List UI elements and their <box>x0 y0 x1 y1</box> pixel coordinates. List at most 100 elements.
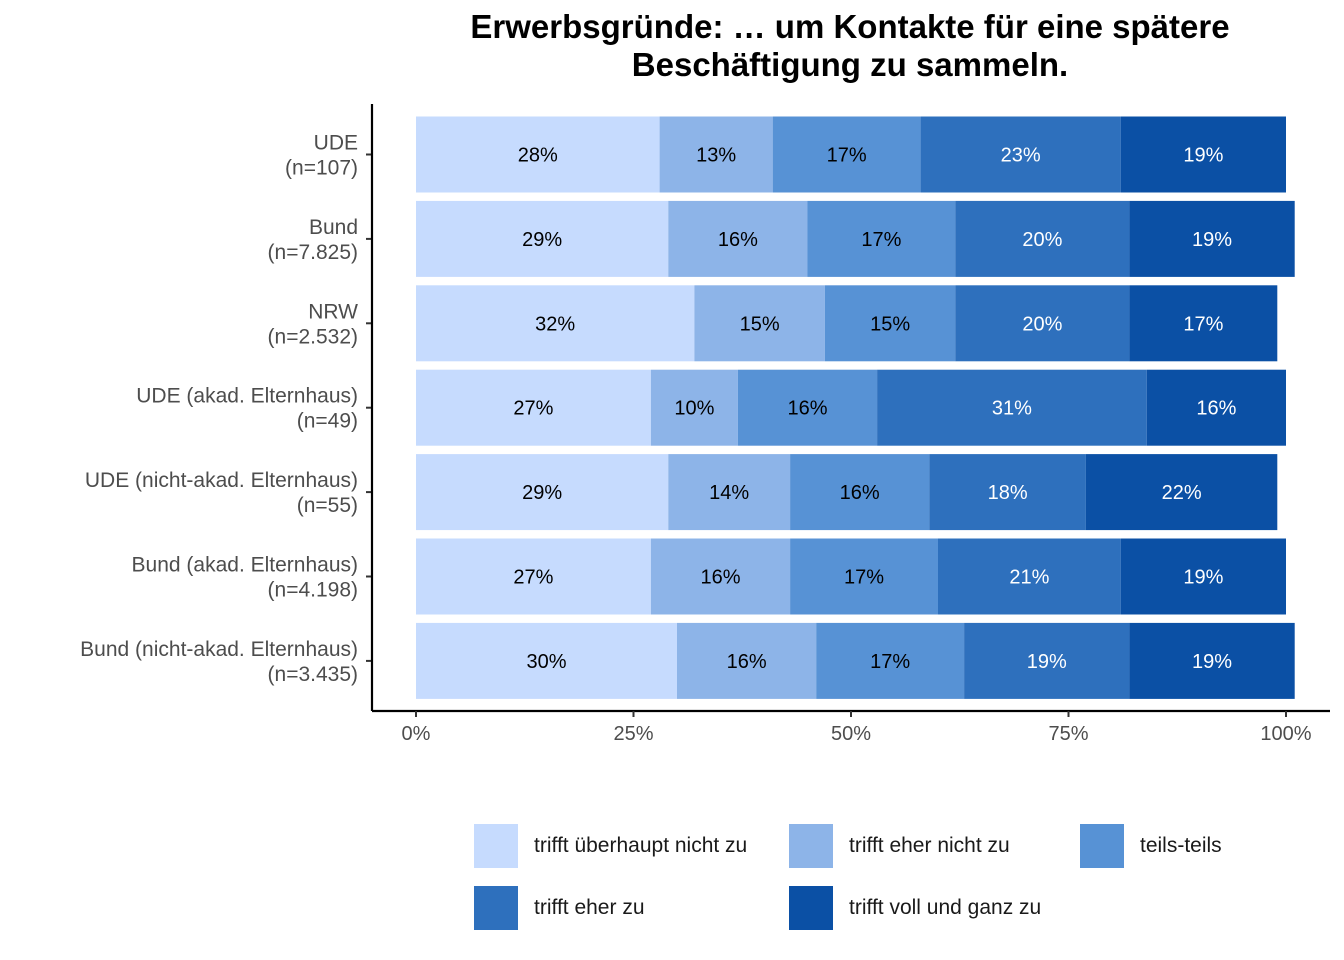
legend-swatch <box>474 886 518 930</box>
bar-7-segment-3 <box>816 622 965 699</box>
y-tick-label: UDE (nicht-akad. Elternhaus) <box>85 469 358 492</box>
data-label-5-3: 16% <box>840 482 880 504</box>
y-tick-label: Bund <box>309 216 358 239</box>
data-label-6-2: 16% <box>700 567 740 589</box>
legend-label: trifft voll und ganz zu <box>849 896 1042 919</box>
chart-title-line-1: Erwerbsgründe: … um Kontakte für eine sp… <box>470 8 1230 45</box>
data-label-7-1: 30% <box>526 651 566 673</box>
bar-5-segment-5 <box>1085 454 1278 531</box>
y-tick-label-n: (n=107) <box>285 157 358 180</box>
legend-label: teils-teils <box>1140 834 1222 857</box>
bar-5-segment-1 <box>416 454 669 531</box>
data-label-2-1: 29% <box>522 229 562 251</box>
legend-label: trifft überhaupt nicht zu <box>534 834 748 857</box>
x-tick-label: 0% <box>402 723 431 745</box>
data-label-3-3: 15% <box>870 313 910 335</box>
data-label-4-4: 31% <box>992 398 1032 420</box>
y-tick-label-n: (n=7.825) <box>268 241 358 264</box>
data-label-3-5: 17% <box>1183 313 1223 335</box>
legend-swatch <box>1080 824 1124 868</box>
legend-item: trifft überhaupt nicht zu <box>474 824 747 868</box>
bar-2-segment-5 <box>1129 200 1295 277</box>
bar-6-segment-2 <box>650 538 791 615</box>
y-tick-label-n: (n=49) <box>297 410 358 433</box>
bar-3-segment-2 <box>694 285 825 362</box>
bar-1-segment-1 <box>416 116 660 193</box>
data-label-6-4: 21% <box>1009 567 1049 589</box>
bar-2-segment-4 <box>955 200 1130 277</box>
x-tick-label: 100% <box>1260 723 1311 745</box>
y-tick-label-n: (n=55) <box>297 494 358 517</box>
data-label-1-4: 23% <box>1001 145 1041 167</box>
data-label-6-5: 19% <box>1183 567 1223 589</box>
x-tick-label: 75% <box>1048 723 1088 745</box>
data-label-2-3: 17% <box>861 229 901 251</box>
bar-3-segment-1 <box>416 285 695 362</box>
bar-3-segment-4 <box>955 285 1130 362</box>
legend-item: trifft voll und ganz zu <box>789 886 1041 930</box>
y-tick-label: UDE (akad. Elternhaus) <box>136 385 358 408</box>
data-label-7-2: 16% <box>727 651 767 673</box>
data-label-4-3: 16% <box>787 398 827 420</box>
data-label-1-3: 17% <box>827 145 867 167</box>
y-tick-label: UDE <box>314 132 358 155</box>
bar-5-segment-3 <box>790 454 930 531</box>
data-label-1-5: 19% <box>1183 145 1223 167</box>
bar-1-segment-2 <box>659 116 773 193</box>
bar-4-segment-5 <box>1146 369 1286 446</box>
bar-6-segment-5 <box>1120 538 1286 615</box>
x-tick-label: 25% <box>613 723 653 745</box>
bar-5-segment-2 <box>668 454 791 531</box>
data-label-1-2: 13% <box>696 145 736 167</box>
legend-label: trifft eher zu <box>534 896 645 919</box>
bar-6-segment-4 <box>938 538 1121 615</box>
y-tick-label-n: (n=2.532) <box>268 325 358 348</box>
bar-4-segment-4 <box>877 369 1147 446</box>
legend-item: trifft eher zu <box>474 886 645 930</box>
legend-swatch <box>474 824 518 868</box>
bar-3-segment-5 <box>1129 285 1278 362</box>
data-label-5-1: 29% <box>522 482 562 504</box>
bar-7-segment-5 <box>1129 622 1295 699</box>
data-label-6-3: 17% <box>844 567 884 589</box>
chart-title-line-2: Beschäftigung zu sammeln. <box>631 46 1069 83</box>
bar-7-segment-2 <box>677 622 817 699</box>
data-label-2-2: 16% <box>718 229 758 251</box>
y-tick-label: Bund (nicht-akad. Elternhaus) <box>80 638 358 661</box>
bar-6-segment-1 <box>416 538 651 615</box>
data-label-7-5: 19% <box>1192 651 1232 673</box>
data-label-2-5: 19% <box>1192 229 1232 251</box>
legend-swatch <box>789 824 833 868</box>
data-label-1-1: 28% <box>518 145 558 167</box>
bar-1-segment-3 <box>772 116 921 193</box>
x-tick-label: 50% <box>831 723 871 745</box>
bar-3-segment-3 <box>824 285 956 362</box>
data-label-4-5: 16% <box>1196 398 1236 420</box>
bar-7-segment-1 <box>416 622 677 699</box>
data-label-7-3: 17% <box>870 651 910 673</box>
data-label-5-2: 14% <box>709 482 749 504</box>
legend-item: teils-teils <box>1080 824 1222 868</box>
y-tick-label: NRW <box>308 300 358 323</box>
bar-5-segment-4 <box>929 454 1086 531</box>
y-tick-label-n: (n=4.198) <box>268 579 358 602</box>
legend-item: trifft eher nicht zu <box>789 824 1010 868</box>
bar-4-segment-3 <box>737 369 878 446</box>
bar-7-segment-4 <box>964 622 1130 699</box>
data-label-7-4: 19% <box>1027 651 1067 673</box>
data-label-4-1: 27% <box>513 398 553 420</box>
bar-6-segment-3 <box>790 538 938 615</box>
data-label-4-2: 10% <box>674 398 714 420</box>
legend-label: trifft eher nicht zu <box>849 834 1010 857</box>
data-label-2-4: 20% <box>1022 229 1062 251</box>
data-label-5-5: 22% <box>1162 482 1202 504</box>
data-label-6-1: 27% <box>513 567 553 589</box>
data-label-3-1: 32% <box>535 313 575 335</box>
bar-4-segment-1 <box>416 369 651 446</box>
data-label-3-2: 15% <box>740 313 780 335</box>
bar-2-segment-1 <box>416 200 669 277</box>
data-label-3-4: 20% <box>1022 313 1062 335</box>
chart-title: Erwerbsgründe: … um Kontakte für eine sp… <box>360 8 1340 84</box>
bar-4-segment-2 <box>650 369 738 446</box>
